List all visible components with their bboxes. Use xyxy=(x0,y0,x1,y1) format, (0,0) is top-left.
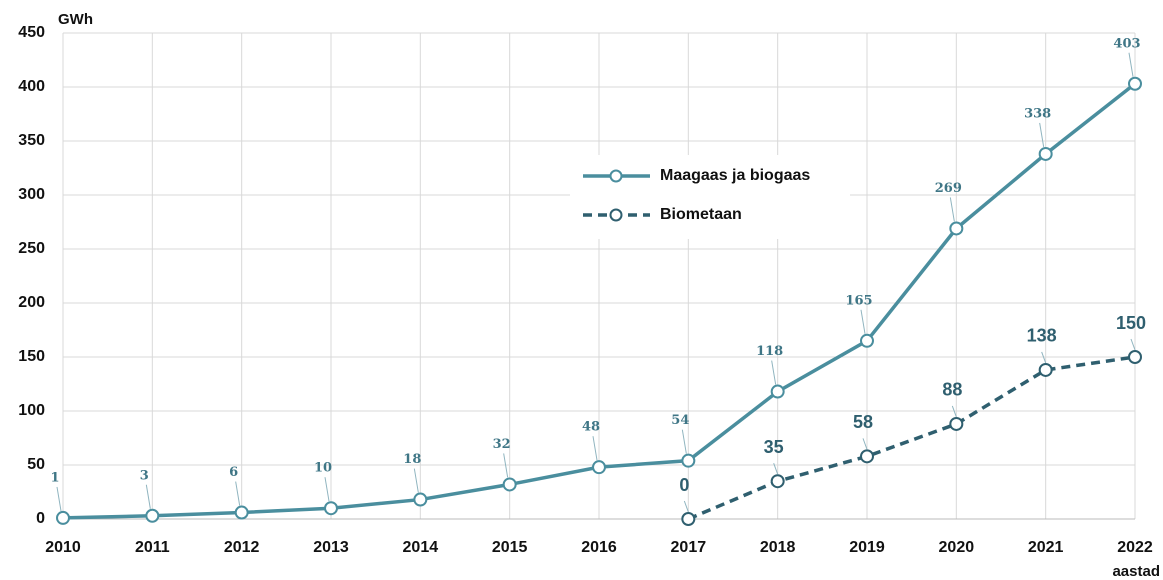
leader-line xyxy=(683,500,689,513)
x-tick-label: 2016 xyxy=(581,539,617,556)
x-tick-label: 2017 xyxy=(671,539,707,556)
leader-line xyxy=(681,429,687,454)
y-tick-label: 0 xyxy=(36,510,45,527)
y-axis-label: GWh xyxy=(58,11,93,28)
point xyxy=(592,460,606,475)
leader-line xyxy=(324,477,330,502)
leader-line xyxy=(773,463,779,475)
x-tick-label: 2015 xyxy=(492,539,528,556)
leader-line xyxy=(592,436,598,461)
point xyxy=(324,501,338,516)
data-label: 165 xyxy=(845,293,872,308)
point xyxy=(681,453,696,468)
point xyxy=(770,384,785,399)
leader-line xyxy=(145,484,151,509)
point xyxy=(949,221,964,236)
leader-line xyxy=(1039,122,1045,148)
y-tick-label: 400 xyxy=(18,78,45,95)
legend-box xyxy=(570,155,850,239)
data-label: 6 xyxy=(229,465,238,480)
point xyxy=(234,505,249,520)
data-label: 54 xyxy=(671,413,689,428)
leader-line xyxy=(413,468,419,493)
leader-line xyxy=(860,309,866,334)
x-tick-label: 2018 xyxy=(760,539,796,556)
point xyxy=(1038,146,1053,161)
leader-line xyxy=(503,453,509,478)
data-label: 403 xyxy=(1113,36,1140,51)
legend: Maagaas ja biogaas Biometaan xyxy=(570,155,850,239)
leader-line xyxy=(56,486,62,512)
leader-line xyxy=(235,481,241,506)
y-tick-label: 450 xyxy=(18,24,45,41)
point xyxy=(413,492,428,507)
leader-line xyxy=(862,438,868,450)
x-tick-label: 2021 xyxy=(1028,539,1064,556)
leader-line xyxy=(1130,338,1136,351)
series-line xyxy=(687,355,1136,521)
legend-label: Biometaan xyxy=(660,206,742,223)
leader-line xyxy=(1128,52,1134,77)
y-tick-label: 150 xyxy=(18,348,45,365)
x-axis-label: aastad xyxy=(1112,563,1160,580)
y-tick-label: 200 xyxy=(18,294,45,311)
data-label: 3 xyxy=(140,468,149,483)
data-label: 0 xyxy=(679,475,689,495)
point xyxy=(1128,350,1142,364)
legend-marker xyxy=(609,169,623,183)
data-label: 269 xyxy=(935,181,962,196)
leader-line xyxy=(771,360,777,385)
data-label: 32 xyxy=(493,437,511,452)
point xyxy=(681,512,696,526)
x-tick-label: 2013 xyxy=(313,539,349,556)
data-label: 35 xyxy=(764,437,784,457)
data-label: 10 xyxy=(314,461,332,476)
data-label: 18 xyxy=(403,452,421,467)
x-tick-label: 2014 xyxy=(403,539,439,556)
point xyxy=(502,477,517,492)
data-label: 138 xyxy=(1027,326,1057,346)
data-label: 150 xyxy=(1116,313,1146,333)
point xyxy=(1038,362,1053,377)
legend-marker xyxy=(609,208,623,222)
point xyxy=(860,449,874,464)
point xyxy=(770,474,785,489)
x-tick-label: 2020 xyxy=(939,539,975,556)
data-label: 48 xyxy=(582,420,600,435)
point xyxy=(1128,76,1142,91)
point xyxy=(145,508,160,523)
data-label: 118 xyxy=(756,344,783,359)
y-tick-label: 300 xyxy=(18,186,45,203)
legend-label: Maagaas ja biogaas xyxy=(660,167,810,184)
point xyxy=(949,416,964,431)
x-tick-label: 2019 xyxy=(849,539,885,556)
y-tick-label: 350 xyxy=(18,132,45,149)
x-tick-label: 2022 xyxy=(1117,539,1153,556)
y-tick-label: 50 xyxy=(27,456,45,473)
data-label: 338 xyxy=(1024,106,1051,121)
y-tick-label: 250 xyxy=(18,240,45,257)
leader-line xyxy=(951,405,957,418)
x-tick-label: 2010 xyxy=(45,539,81,556)
x-tick-label: 2012 xyxy=(224,539,260,556)
leader-line xyxy=(1041,351,1047,364)
y-tick-label: 100 xyxy=(18,402,45,419)
data-label: 1 xyxy=(50,470,59,485)
point xyxy=(56,510,70,525)
x-tick-label: 2011 xyxy=(135,539,170,556)
grid xyxy=(62,32,1136,520)
point xyxy=(860,333,874,348)
data-label: 88 xyxy=(942,380,962,400)
data-label: 58 xyxy=(853,412,873,432)
leader-line xyxy=(949,197,955,222)
